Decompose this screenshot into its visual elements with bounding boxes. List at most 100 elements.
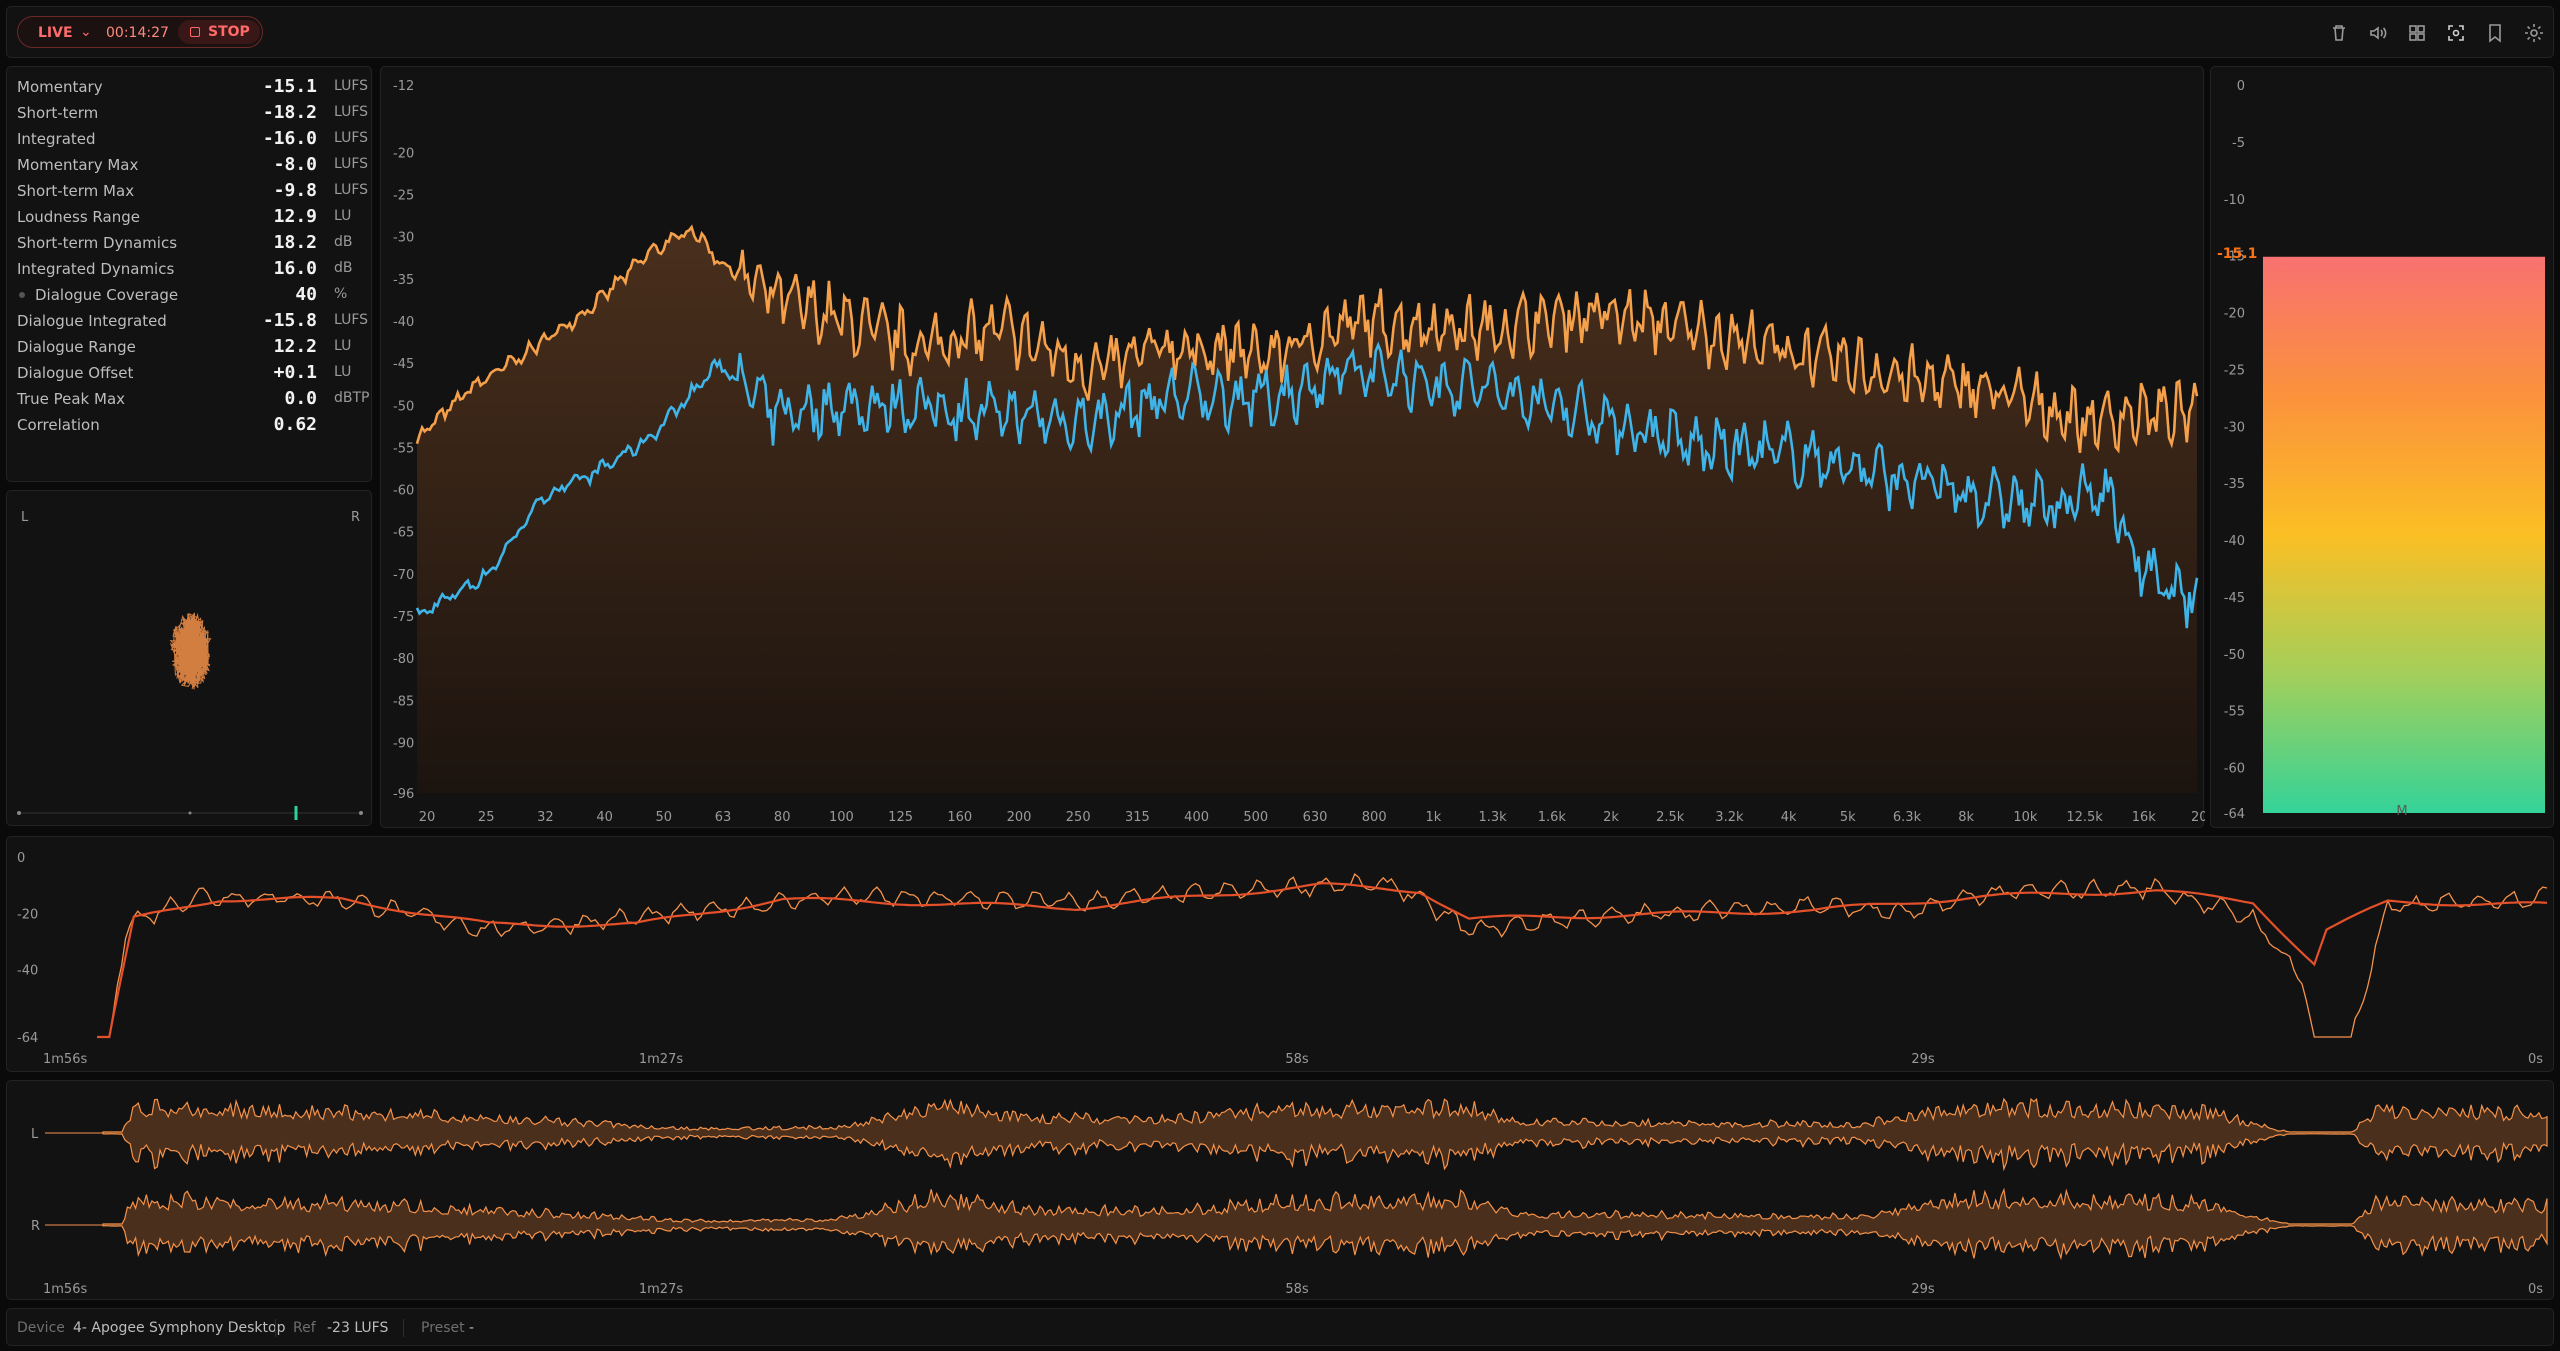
stat-row: Integrated Dynamics 16.0 dB	[17, 257, 371, 281]
stat-label: Dialogue Integrated	[17, 312, 167, 330]
stat-value: 16.0	[273, 258, 317, 279]
gear-icon[interactable]	[2522, 21, 2546, 45]
stat-value: 18.2	[273, 232, 317, 253]
meter-channel-label: M	[2396, 804, 2407, 819]
speaker-icon[interactable]	[2366, 21, 2390, 45]
momentary-history-line	[97, 873, 2548, 1038]
stat-row: Dialogue Coverage 40%	[17, 283, 371, 307]
spectrum-x-tick: 800	[1362, 810, 1387, 825]
stop-icon	[190, 27, 200, 37]
stat-label: True Peak Max	[17, 390, 126, 408]
spectrum-peak-fill	[417, 227, 2197, 794]
spectrum-x-tick: 125	[888, 810, 913, 825]
spectrum-y-tick: -70	[393, 568, 414, 583]
stop-button[interactable]: STOP	[178, 20, 260, 44]
grid-icon[interactable]	[2405, 21, 2429, 45]
stat-value: 0.62	[273, 414, 317, 435]
ref-value[interactable]: -23 LUFS	[327, 1320, 389, 1336]
device-label: Device	[17, 1320, 65, 1336]
stat-value: 0.0	[284, 388, 317, 409]
lissajous-path	[169, 612, 212, 690]
spectrum-x-tick: 16k	[2132, 810, 2157, 825]
spectrum-x-tick: 20k	[2191, 810, 2205, 825]
spectrum-x-tick: 3.2k	[1715, 810, 1744, 825]
spectrum-y-tick: -60	[393, 484, 414, 499]
spectrum-x-tick: 40	[596, 810, 613, 825]
stat-label: Integrated Dynamics	[17, 260, 175, 278]
meter-y-tick: -50	[2224, 648, 2245, 663]
spectrum-x-tick: 200	[1007, 810, 1032, 825]
spectrum-y-tick: -65	[393, 526, 414, 541]
meter-y-tick: -20	[2224, 307, 2245, 322]
stat-row: Short-term Max -9.8 LUFS	[17, 179, 371, 203]
history-y-tick: -20	[17, 907, 38, 922]
stat-unit: LUFS	[334, 130, 369, 146]
spectrum-x-tick: 1.6k	[1538, 810, 1567, 825]
stat-unit: LU	[334, 208, 352, 224]
meter-y-tick: -55	[2224, 705, 2245, 720]
spectrum-average-line	[415, 341, 2199, 629]
meter-y-tick: -15	[2224, 250, 2245, 265]
bookmark-icon[interactable]	[2483, 21, 2507, 45]
spectrum-x-tick: 63	[715, 810, 732, 825]
vectorscope-trace	[169, 612, 212, 690]
spectrum-y-tick: -40	[393, 315, 414, 330]
stat-value: -9.8	[273, 180, 317, 201]
meter-y-tick: -45	[2224, 591, 2245, 606]
stat-value: -16.0	[262, 128, 317, 149]
waveform-x-tick: 1m56s	[43, 1282, 87, 1297]
spectrum-y-tick: -90	[393, 736, 414, 751]
correlation-min-dot	[17, 811, 21, 815]
stat-label: Dialogue Offset	[17, 364, 134, 382]
spectrum-y-tick: -35	[393, 273, 414, 288]
meter-y-tick: 0	[2237, 79, 2245, 94]
spectrum-x-tick: 50	[656, 810, 673, 825]
spectrum-x-tick: 100	[829, 810, 854, 825]
spectrum-analyzer-panel: -12 -20 -25 -30 -35 -40 -45 -50 -55 -60 -65 -70 -75 -…	[380, 66, 2216, 828]
status-footer: Device 4- Apogee Symphony Desktop Ref -2…	[6, 1308, 2554, 1346]
waveform-panel: L R 1m56s 1m27s 58s 29s 0s	[6, 1080, 2554, 1300]
correlation-max-dot	[359, 811, 363, 815]
vectorscope-right-label: R	[351, 510, 360, 525]
waveform-x-tick: 58s	[1285, 1282, 1309, 1297]
spectrum-x-tick: 500	[1243, 810, 1268, 825]
stat-value: -15.8	[262, 310, 317, 331]
focus-icon[interactable]	[2444, 21, 2468, 45]
chevron-down-icon[interactable]: ⌄	[80, 24, 92, 40]
spectrum-x-tick: 250	[1066, 810, 1091, 825]
device-value[interactable]: 4- Apogee Symphony Desktop	[73, 1320, 286, 1336]
history-y-tick: -40	[17, 964, 38, 979]
stat-value: 12.2	[273, 336, 317, 357]
stat-value: -8.0	[273, 154, 317, 175]
footer-divider	[275, 1319, 276, 1337]
stat-label: Short-term	[17, 104, 99, 122]
stat-row: Dialogue Integrated -15.8 LUFS	[17, 309, 371, 333]
stat-row: Momentary Max -8.0 LUFS	[17, 153, 371, 177]
meter-y-tick: -25	[2224, 363, 2245, 378]
meter-y-tick: -60	[2224, 762, 2245, 777]
stat-value: -18.2	[262, 102, 317, 123]
spectrum-y-tick: -45	[393, 357, 414, 372]
stat-label: Dialogue Range	[17, 338, 136, 356]
stat-label: Loudness Range	[17, 208, 140, 226]
loudness-meter-panel: 0 -5 -10 -15 -20 -25 -30 -35 -40 -45 -50 -55 -60 -64 …	[2210, 66, 2554, 828]
live-status-pill[interactable]: LIVE ⌄ 00:14:27 STOP	[17, 16, 263, 48]
loudness-stats-panel: Momentary -15.1 LUFS Short-term -18.2 LUFS Int…	[6, 66, 372, 482]
spectrum-x-tick: 5k	[1840, 810, 1856, 825]
stat-unit: LUFS	[334, 104, 369, 120]
stat-label: Correlation	[17, 416, 100, 434]
spectrum-y-tick: -50	[393, 399, 414, 414]
history-x-tick: 1m56s	[43, 1052, 87, 1067]
dialogue-indicator-dot	[19, 292, 25, 298]
vectorscope-left-label: L	[21, 510, 29, 525]
stat-value: -15.1	[262, 76, 317, 97]
stat-value: +0.1	[273, 362, 317, 383]
spectrum-x-tick: 2.5k	[1656, 810, 1685, 825]
waveform-channel-label: L	[31, 1127, 39, 1142]
history-x-tick: 0s	[2528, 1052, 2543, 1067]
meter-y-tick: -10	[2224, 193, 2245, 208]
correlation-marker	[294, 806, 298, 820]
preset-value[interactable]: -	[469, 1320, 475, 1336]
spectrum-x-tick: 160	[947, 810, 972, 825]
trash-icon[interactable]	[2327, 21, 2351, 45]
